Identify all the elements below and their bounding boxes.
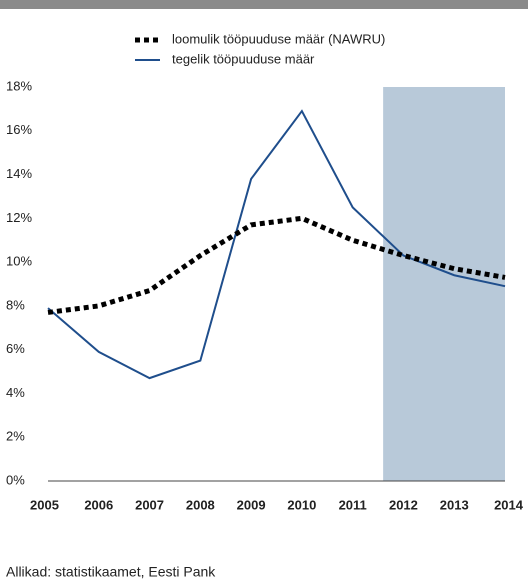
y-tick-label: 14%	[6, 166, 32, 181]
x-tick-label: 2007	[135, 497, 164, 512]
y-tick-label: 10%	[6, 254, 32, 269]
y-tick-label: 16%	[6, 122, 32, 137]
x-tick-label: 2010	[287, 497, 316, 512]
legend-label: tegelik tööpuuduse määr	[172, 51, 315, 66]
y-tick-label: 18%	[6, 78, 32, 93]
x-tick-label: 2013	[440, 497, 469, 512]
y-tick-label: 0%	[6, 472, 25, 487]
x-tick-label: 2005	[30, 497, 59, 512]
forecast-shade	[383, 87, 505, 481]
x-tick-label: 2011	[339, 497, 367, 512]
source-note: Allikad: statistikaamet, Eesti Pank	[6, 564, 216, 580]
x-tick-label: 2008	[186, 497, 215, 512]
x-tick-label: 2006	[84, 497, 113, 512]
y-tick-label: 6%	[6, 341, 25, 356]
y-tick-label: 4%	[6, 385, 25, 400]
y-tick-label: 12%	[6, 210, 32, 225]
x-tick-label: 2012	[389, 497, 418, 512]
y-tick-label: 8%	[6, 297, 25, 312]
series-line	[47, 109, 506, 380]
x-tick-label: 2014	[494, 497, 524, 512]
legend-label: loomulik tööpuuduse määr (NAWRU)	[172, 31, 385, 46]
x-tick-label: 2009	[237, 497, 266, 512]
top-bar	[0, 0, 528, 9]
y-tick-label: 2%	[6, 429, 25, 444]
